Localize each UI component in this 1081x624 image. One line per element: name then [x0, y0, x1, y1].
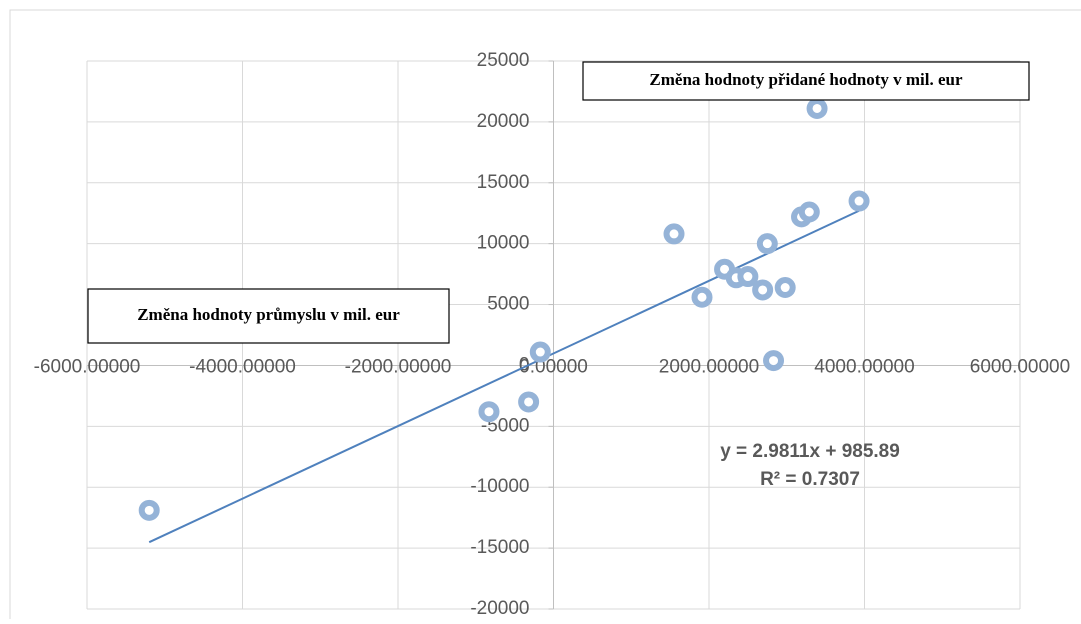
y-tick-label: 5000 — [487, 294, 529, 315]
y-tick-label: -20000 — [470, 598, 529, 619]
y-tick-label: -15000 — [470, 537, 529, 558]
y-tick-label: 20000 — [477, 111, 530, 132]
y-axis-title: Změna hodnoty přidané hodnoty v mil. eur — [582, 61, 1030, 101]
point — [663, 223, 685, 245]
chart-border — [9, 9, 1081, 619]
point — [529, 341, 551, 363]
y-tick-label: 15000 — [477, 172, 530, 193]
x-tick-label: -2000.00000 — [345, 356, 452, 377]
trendline-equation: y = 2.9811x + 985.89 — [720, 441, 900, 462]
x-tick-label: 0.00000 — [519, 356, 588, 377]
point — [774, 277, 796, 299]
x-tick-label: 2000.00000 — [659, 356, 759, 377]
y-axis-title-box — [582, 61, 1030, 101]
y-tick-label: -10000 — [470, 476, 529, 497]
x-axis-title-box — [87, 288, 450, 344]
point — [763, 350, 785, 372]
y-tick-label: 0 — [519, 354, 530, 375]
y-tick-label: 10000 — [477, 233, 530, 254]
point — [478, 401, 500, 423]
r-squared: R² = 0.7307 — [760, 469, 860, 490]
point — [752, 279, 774, 301]
point — [691, 286, 713, 308]
x-tick-label: -4000.00000 — [189, 356, 296, 377]
point — [848, 190, 870, 212]
point — [138, 499, 160, 521]
y-tick-label: 25000 — [477, 50, 530, 71]
point — [798, 201, 820, 223]
trendline — [148, 209, 860, 544]
x-tick-label: 4000.00000 — [814, 356, 914, 377]
y-axis-title-text: Změna hodnoty přidané hodnoty v mil. eur — [649, 70, 963, 89]
x-tick-label: -6000.00000 — [34, 356, 141, 377]
point — [756, 233, 778, 255]
x-axis-title: Změna hodnoty průmyslu v mil. eur — [87, 288, 450, 344]
point — [806, 97, 828, 119]
x-axis-title-text: Změna hodnoty průmyslu v mil. eur — [137, 305, 400, 324]
x-tick-label: 6000.00000 — [970, 356, 1070, 377]
point — [737, 266, 759, 288]
point — [518, 391, 540, 413]
